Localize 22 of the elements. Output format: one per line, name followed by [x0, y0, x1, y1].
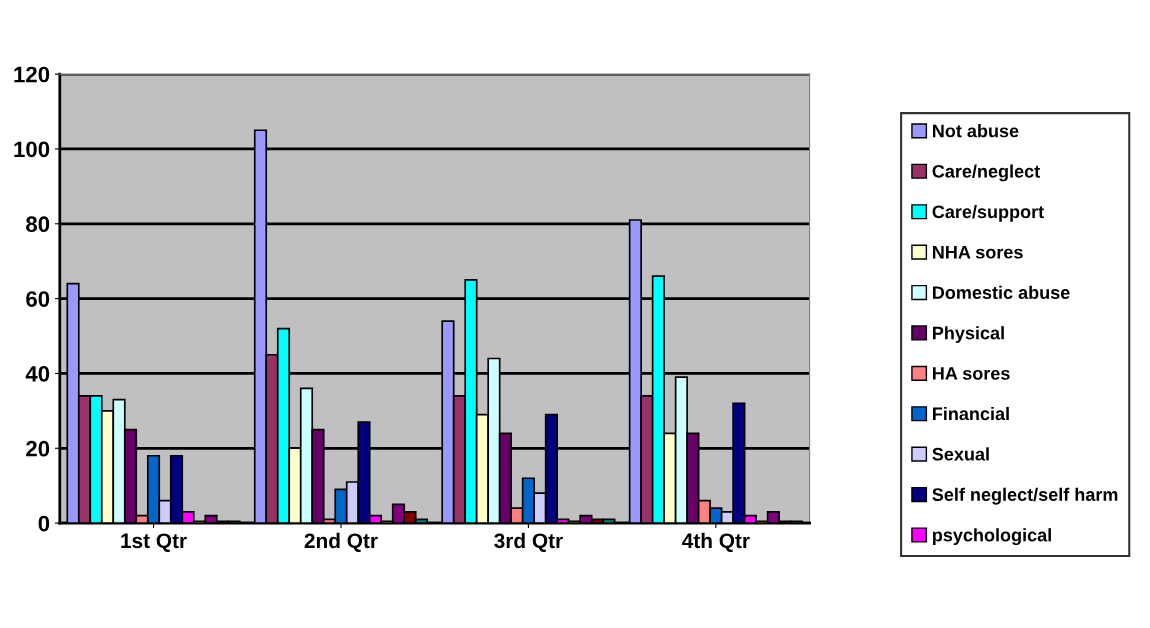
- x-tick-label: 2nd Qtr: [304, 532, 378, 553]
- y-tick-label: 120: [14, 66, 50, 83]
- y-tick-label: 20: [26, 440, 50, 457]
- legend-label: NHA sores: [933, 245, 1023, 259]
- legend-label: HA sores: [933, 367, 1010, 380]
- legend-label: Self neglect/self harm: [932, 487, 1118, 505]
- legend-label: Care/support: [932, 204, 1044, 222]
- x-tick-label: 3rd Qtr: [494, 532, 563, 553]
- legend-label: Domestic abuse: [933, 285, 1070, 299]
- y-tick-label: 100: [14, 141, 50, 158]
- y-tick-label: 0: [38, 515, 50, 532]
- y-tick-label: 60: [26, 291, 50, 307]
- legend-label: Physical: [933, 326, 1004, 343]
- legend-label: Not abuse: [933, 124, 1019, 138]
- legend-label: psychological: [932, 528, 1051, 546]
- y-tick-label: 80: [26, 216, 50, 233]
- x-tick-label: 4th Qtr: [682, 532, 750, 553]
- y-tick-label: 40: [25, 365, 50, 382]
- x-tick-label: 1st Qtr: [121, 533, 187, 553]
- legend-label: Care/neglect: [932, 164, 1040, 182]
- legend-label: Financial: [933, 406, 1009, 421]
- legend-label: Sexual: [932, 447, 989, 461]
